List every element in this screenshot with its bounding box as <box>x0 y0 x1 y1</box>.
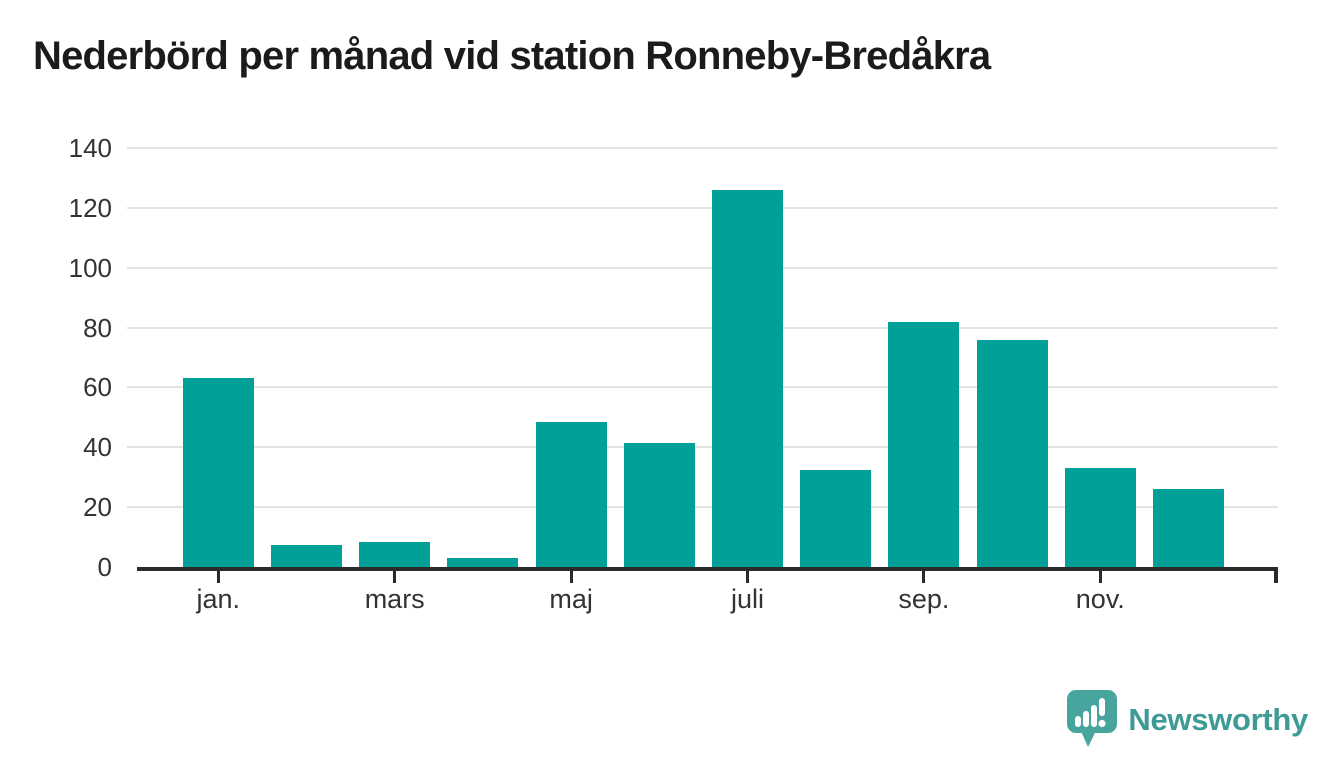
gridline-60 <box>127 386 1278 389</box>
bar-mars <box>359 541 431 567</box>
chart-title: Nederbörd per månad vid station Ronneby-… <box>33 34 991 78</box>
x-axis-end-cap <box>1274 567 1278 583</box>
gridline-120 <box>127 206 1278 209</box>
gridline-20 <box>127 506 1278 509</box>
bar-apr <box>447 558 519 567</box>
y-tick-label-80: 80 <box>83 312 112 343</box>
bar-nov <box>1064 468 1136 567</box>
bar-juli <box>712 189 783 567</box>
bar-sep <box>888 321 960 567</box>
bar-aug <box>800 469 872 567</box>
x-tick-maj <box>569 571 573 583</box>
x-axis-line <box>137 567 1278 571</box>
y-tick-label-0: 0 <box>97 552 112 582</box>
bar-dec <box>1153 489 1224 567</box>
x-tick-juli <box>746 571 749 583</box>
y-tick-label-100: 100 <box>68 252 112 283</box>
y-tick-label-20: 20 <box>83 492 112 523</box>
gridline-100 <box>127 266 1278 269</box>
gridline-40 <box>127 446 1278 449</box>
x-tick-jan <box>216 571 220 583</box>
x-tick-label-sep: sep. <box>898 584 950 614</box>
y-tick-label-120: 120 <box>68 192 112 223</box>
y-tick-label-40: 40 <box>83 432 112 463</box>
x-tick-label-maj: maj <box>549 584 593 614</box>
x-tick-label-mars: mars <box>364 584 425 614</box>
newsworthy-logo: Newsworthy <box>1067 690 1308 749</box>
x-tick-label-jan: jan. <box>196 584 241 614</box>
bar-okt <box>976 339 1048 567</box>
gridline-80 <box>127 326 1278 329</box>
newsworthy-logo-text: Newsworthy <box>1128 701 1308 737</box>
x-tick-nov <box>1098 571 1102 583</box>
x-tick-sep <box>922 571 926 583</box>
x-tick-mars <box>393 571 397 583</box>
newsworthy-logo-icon <box>1067 690 1118 747</box>
y-tick-label-140: 140 <box>68 133 112 163</box>
bar-juni <box>623 442 695 567</box>
gridline-140 <box>127 147 1278 149</box>
bar-maj <box>535 421 607 567</box>
y-tick-label-60: 60 <box>83 372 112 403</box>
bar-feb <box>271 544 342 567</box>
x-tick-label-nov: nov. <box>1075 584 1125 614</box>
x-tick-label-juli: juli <box>730 584 764 614</box>
bar-jan <box>182 378 254 567</box>
